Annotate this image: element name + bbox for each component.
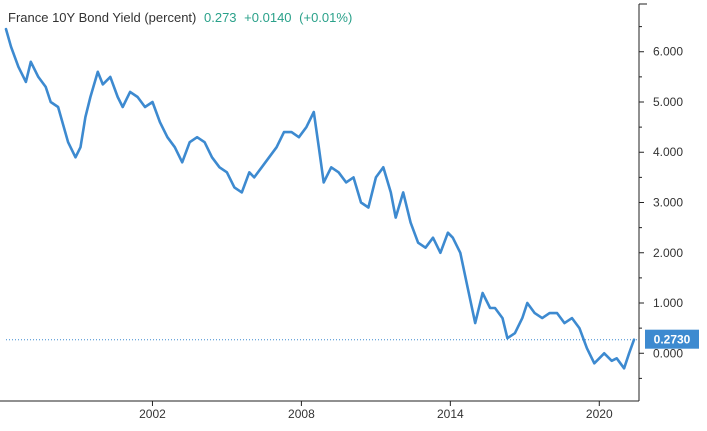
last-value-marker [645,329,699,349]
y-tick-label: 1.000 [653,296,683,310]
legend-series-name: France 10Y Bond Yield (percent) [8,10,197,25]
x-tick-label: 2002 [139,407,166,421]
chart-legend: France 10Y Bond Yield (percent) 0.273 +0… [8,10,352,25]
y-tick-label: 4.000 [653,145,683,159]
x-tick-label: 2020 [586,407,613,421]
x-tick-label: 2008 [288,407,315,421]
y-tick-label: 6.000 [653,45,683,59]
y-tick-label: 3.000 [653,196,683,210]
legend-change-pct: (+0.01%) [299,10,353,25]
y-tick-label: 0.000 [653,346,683,360]
y-tick-label: 5.000 [653,95,683,109]
x-tick-label: 2014 [437,407,464,421]
series-line-france-10y [4,27,636,370]
legend-change: +0.0140 [244,10,292,25]
y-tick-label: 2.000 [653,246,683,260]
last-value-label: 0.2730 [654,333,691,347]
legend-last-value: 0.273 [204,10,237,25]
